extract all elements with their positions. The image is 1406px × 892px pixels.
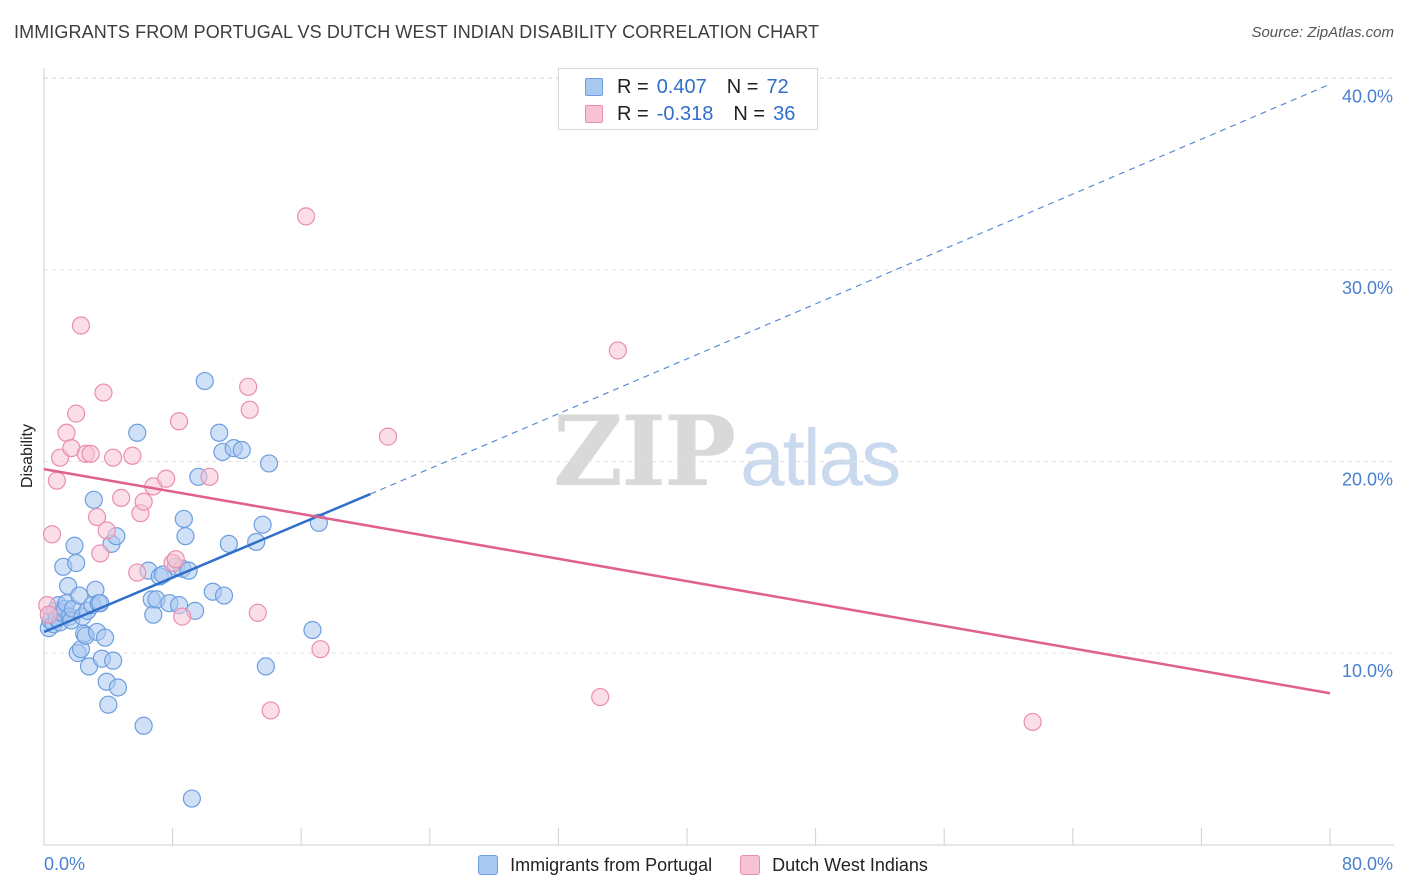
dutch-west-indians-point (166, 550, 185, 569)
legend-n-label: N = (733, 102, 766, 125)
series-legend-label-dutch-west-indians: Dutch West Indians (772, 854, 928, 875)
portugal-point (99, 695, 118, 714)
dutch-west-indians-point (104, 448, 123, 467)
dutch-west-indians-point (47, 471, 66, 490)
dutch-west-indians-point (57, 423, 76, 442)
source-label: Source: ZipAtlas.com (1251, 24, 1394, 41)
portugal-point (84, 490, 103, 509)
dutch-west-indians-point (173, 607, 192, 626)
portugal-point (303, 620, 322, 640)
portugal-point (256, 657, 275, 676)
dutch-west-indians-point (240, 400, 259, 419)
dutch-west-indians-point (169, 412, 189, 431)
dutch-west-indians-point (157, 469, 176, 488)
portugal-point (214, 586, 234, 605)
dutch-west-indians-point (200, 467, 219, 486)
series-legend-label-portugal: Immigrants from Portugal (510, 854, 713, 875)
dutch-west-indians-point (39, 605, 58, 624)
portugal-point (219, 534, 238, 553)
legend-n-value: 72 (766, 75, 789, 98)
portugal-point (65, 536, 84, 555)
portugal-point (253, 515, 272, 534)
x-tick-label-0: 0.0% (44, 854, 85, 874)
dutch-west-indians-point (81, 444, 100, 463)
portugal-point (134, 716, 153, 735)
portugal-point (95, 628, 115, 647)
legend-r-value: 0.407 (656, 75, 707, 98)
portugal-point (176, 527, 195, 546)
series-legend: Immigrants from Portugal Dutch West Indi… (0, 852, 1406, 878)
dutch-west-indians-point (112, 488, 131, 507)
dutch-west-indians-point (311, 640, 330, 659)
legend-r-label: R = (617, 75, 649, 98)
dutch-west-indians-point (67, 404, 86, 423)
dutch-west-indians-point (87, 507, 107, 527)
portugal-point (67, 553, 86, 573)
dutch-west-indians-point (42, 525, 62, 544)
dutch-west-indians-trend-line (43, 467, 1331, 695)
portugal-point (70, 586, 89, 605)
legend-r-label: R = (617, 102, 649, 125)
y-tick-label-20: 20.0% (1342, 470, 1393, 490)
dutch-west-indians-point (591, 687, 610, 707)
portugal-point (259, 454, 279, 473)
series-legend-swatch-dutch-west-indians (740, 855, 761, 875)
portugal-point (195, 371, 214, 391)
portugal-point (104, 651, 123, 670)
portugal-trend-extension (370, 83, 1331, 495)
portugal-point (182, 789, 201, 808)
y-tick-label-30: 30.0% (1342, 278, 1393, 298)
series-legend-item-dutch-west-indians[interactable]: Dutch West Indians (740, 855, 928, 876)
dutch-west-indians-point (261, 701, 280, 720)
legend-n-label: N = (726, 75, 759, 98)
legend-row-dutch-west-indians: R = -0.318 N = 36 (559, 101, 795, 127)
portugal-point (232, 440, 251, 460)
dutch-west-indians-point (239, 377, 258, 396)
legend-swatch-portugal (585, 78, 603, 96)
stats-legend: R = 0.407 N = 72 R = -0.318 N = 36 (558, 68, 818, 130)
legend-swatch-dutch-west-indians (585, 105, 603, 123)
dutch-west-indians-point (97, 521, 116, 540)
dutch-west-indians-point (1023, 712, 1042, 732)
dutch-west-indians-point (248, 603, 267, 622)
legend-r-value: -0.318 (656, 102, 714, 125)
portugal-point (210, 423, 229, 442)
dutch-west-indians-point (608, 341, 627, 360)
legend-n-value: 36 (773, 102, 796, 125)
portugal-point (128, 423, 147, 442)
y-tick-label-40: 40.0% (1342, 87, 1393, 107)
portugal-point (144, 605, 163, 624)
dutch-west-indians-point (71, 316, 91, 335)
portugal-point (174, 509, 193, 529)
legend-row-portugal: R = 0.407 N = 72 (559, 74, 789, 100)
dutch-west-indians-point (296, 207, 316, 226)
portugal-point (108, 678, 128, 697)
series-legend-item-portugal[interactable]: Immigrants from Portugal (478, 855, 712, 876)
dutch-west-indians-point (378, 427, 398, 446)
series-legend-swatch-portugal (478, 855, 499, 875)
dutch-west-indians-point (128, 563, 147, 582)
y-tick-label-10: 10.0% (1342, 661, 1393, 681)
chart-title: IMMIGRANTS FROM PORTUGAL VS DUTCH WEST I… (14, 22, 820, 42)
dutch-west-indians-point (91, 544, 110, 563)
dutch-west-indians-point (123, 446, 142, 465)
x-tick-label-80: 80.0% (1342, 854, 1393, 874)
dutch-west-indians-point (94, 383, 113, 402)
dutch-west-indians-point (134, 492, 153, 511)
